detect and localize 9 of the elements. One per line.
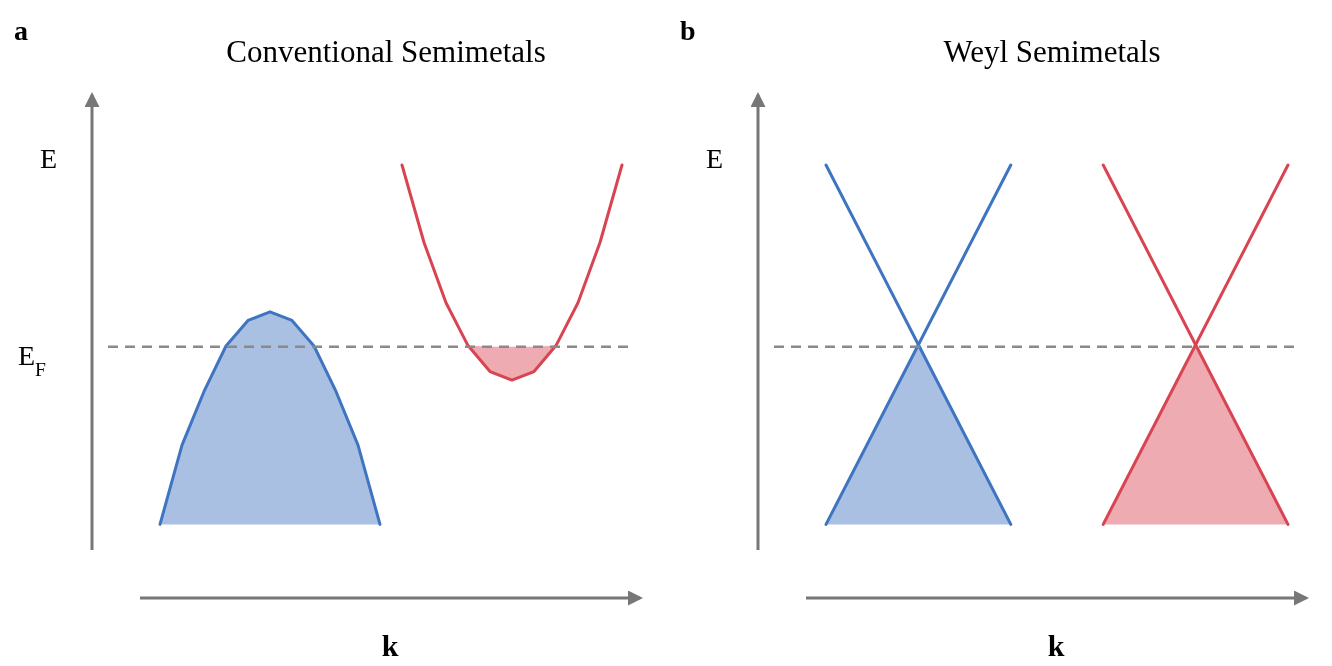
ref-line-label: E$_{F}$ — [18, 339, 47, 380]
text: b — [680, 15, 696, 46]
x-axis-title: k — [381, 629, 399, 662]
chart-title: Weyl Semimetals — [943, 34, 1161, 69]
chart-title: Conventional Semimetals — [226, 34, 546, 69]
y-axis-title: E — [40, 143, 58, 174]
y-axis-title: E — [706, 143, 724, 174]
text: a — [14, 15, 28, 46]
x-axis-title: k — [1047, 629, 1065, 662]
